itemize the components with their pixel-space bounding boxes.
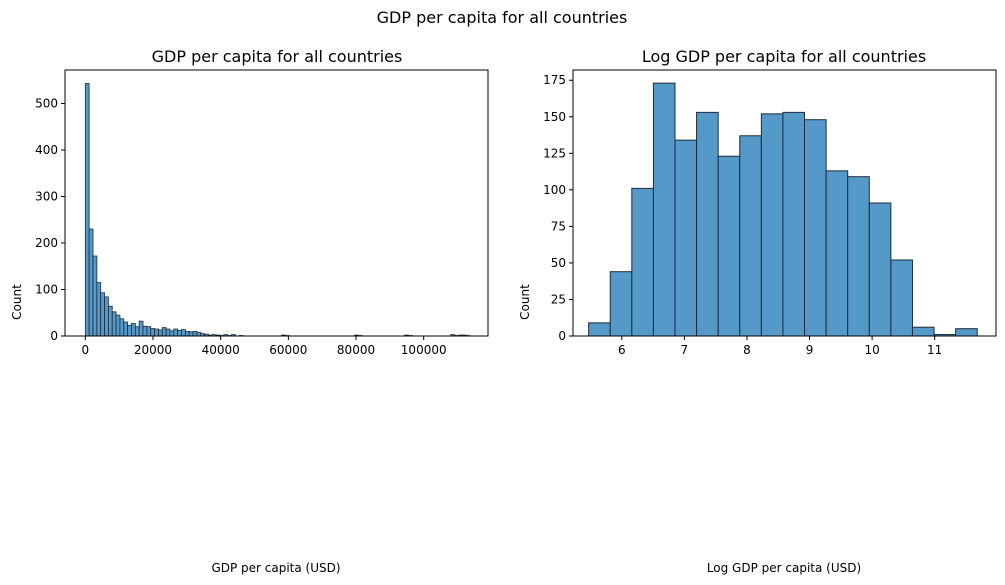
histogram-gdp-bar bbox=[96, 282, 102, 337]
histogram-gdp-bar bbox=[88, 228, 94, 337]
histogram-gdp-bar bbox=[181, 329, 186, 337]
histogram-log-gdp-bar bbox=[609, 271, 633, 337]
histogram-gdp-bar bbox=[177, 330, 182, 337]
histogram-gdp-bar bbox=[154, 328, 159, 337]
histogram-log-gdp-bars bbox=[588, 82, 978, 337]
histogram-log-gdp-y-tick-label: 25 bbox=[551, 292, 566, 306]
histogram-log-gdp-bar bbox=[631, 187, 654, 337]
histogram-gdp-bar bbox=[92, 255, 98, 337]
histogram-log-gdp-bar bbox=[847, 176, 870, 337]
histogram-gdp-bar bbox=[111, 311, 117, 337]
histogram-log-gdp-ylabel: Count bbox=[518, 284, 532, 320]
histogram-log-gdp-title: Log GDP per capita for all countries bbox=[642, 47, 926, 66]
histogram-log-gdp-y-ticks: 0 25 50 75 100 125 150 175 bbox=[543, 73, 573, 343]
histogram-gdp-bar bbox=[192, 330, 198, 337]
histogram-log-gdp-bar bbox=[955, 328, 978, 337]
histogram-gdp-bar bbox=[100, 292, 105, 337]
histogram-log-gdp-bar bbox=[652, 82, 676, 337]
histogram-log-gdp-y-tick-label: 75 bbox=[551, 219, 566, 233]
histogram-gdp-bar bbox=[169, 330, 175, 337]
histogram-gdp-ylabel: Count bbox=[10, 284, 24, 320]
histogram-gdp-x-tick-label: 20000 bbox=[134, 343, 172, 357]
histogram-gdp-bar bbox=[119, 318, 125, 337]
histogram-log-gdp-y-tick-label: 150 bbox=[543, 110, 566, 124]
histogram-gdp-y-tick-label: 500 bbox=[35, 96, 58, 110]
histogram-gdp-bar bbox=[150, 328, 155, 337]
histogram-gdp-x-tick-label: 80000 bbox=[337, 343, 375, 357]
histogram-gdp-x-tick-label: 60000 bbox=[269, 343, 307, 357]
histogram-log-gdp-bar bbox=[804, 119, 827, 337]
histogram-log-gdp-x-tick-label: 8 bbox=[743, 343, 751, 357]
histogram-gdp-panel: GDP per capita for all countries 0 20000 4… bbox=[10, 47, 489, 575]
histogram-log-gdp-y-tick-label: 175 bbox=[543, 73, 566, 87]
histogram-log-gdp-y-tick-label: 0 bbox=[558, 329, 566, 343]
histogram-gdp-bar bbox=[134, 326, 140, 337]
histogram-gdp-y-tick-label: 0 bbox=[50, 329, 58, 343]
histogram-log-gdp-bar bbox=[588, 322, 611, 337]
histogram-log-gdp-xlabel: Log GDP per capita (USD) bbox=[707, 561, 861, 575]
histogram-log-gdp-bar bbox=[825, 170, 849, 337]
histogram-log-gdp-x-tick-label: 9 bbox=[806, 343, 814, 357]
histogram-gdp-plot-frame bbox=[64, 69, 489, 337]
histogram-log-gdp-bar bbox=[760, 113, 784, 337]
histogram-gdp-x-tick-label: 100000 bbox=[401, 343, 447, 357]
histogram-gdp-xlabel: GDP per capita (USD) bbox=[211, 561, 340, 575]
histogram-gdp-x-tick-label: 40000 bbox=[202, 343, 240, 357]
histogram-log-gdp-bar bbox=[890, 259, 913, 337]
histogram-gdp-bar bbox=[142, 325, 148, 337]
histogram-gdp-bar bbox=[115, 314, 121, 337]
histogram-log-gdp-bar bbox=[674, 139, 698, 337]
histogram-gdp-bars bbox=[84, 83, 471, 337]
histogram-gdp-y-tick-label: 100 bbox=[35, 282, 58, 296]
histogram-log-gdp-bar bbox=[717, 155, 741, 337]
histogram-log-gdp-panel: Log GDP per capita for all countries 6 7 8… bbox=[518, 47, 997, 575]
histogram-gdp-y-tick-label: 200 bbox=[35, 236, 58, 250]
histogram-gdp-bar bbox=[123, 321, 129, 337]
histogram-gdp-bar bbox=[84, 83, 90, 337]
histogram-gdp-y-tick-label: 400 bbox=[35, 143, 58, 157]
histogram-gdp-y-tick-label: 300 bbox=[35, 189, 58, 203]
histogram-log-gdp-plot-frame bbox=[572, 69, 997, 337]
histogram-gdp-bar bbox=[131, 323, 136, 337]
histogram-log-gdp-bar bbox=[696, 111, 719, 337]
histogram-gdp-y-ticks: 0 100 200 300 400 500 bbox=[35, 96, 65, 343]
histogram-gdp-bar bbox=[196, 331, 202, 337]
histogram-log-gdp-x-tick-label: 7 bbox=[681, 343, 689, 357]
histogram-log-gdp-x-tick-label: 10 bbox=[864, 343, 879, 357]
histogram-gdp-bar bbox=[188, 331, 194, 337]
histogram-log-gdp-y-tick-label: 100 bbox=[543, 183, 566, 197]
histogram-log-gdp-bar bbox=[868, 202, 892, 337]
histogram-log-gdp-bar bbox=[911, 326, 935, 337]
histogram-gdp-bar bbox=[161, 327, 167, 337]
histogram-gdp-bar bbox=[158, 329, 163, 337]
histogram-gdp-x-ticks: 0 20000 40000 60000 80000 100000 bbox=[81, 336, 447, 357]
histogram-gdp-bar bbox=[107, 305, 113, 337]
histogram-log-gdp-bar bbox=[782, 111, 806, 337]
histogram-gdp-bar bbox=[184, 330, 190, 337]
figure-suptitle: GDP per capita for all countries bbox=[377, 8, 628, 27]
histogram-gdp-bar bbox=[104, 296, 109, 337]
histogram-log-gdp-x-ticks: 6 7 8 9 10 11 bbox=[618, 336, 942, 357]
histogram-gdp-bar bbox=[146, 326, 152, 337]
histogram-log-gdp-y-tick-label: 50 bbox=[551, 256, 566, 270]
histogram-log-gdp-x-tick-label: 6 bbox=[618, 343, 626, 357]
histogram-gdp-bar bbox=[165, 328, 171, 337]
histogram-log-gdp-x-tick-label: 11 bbox=[927, 343, 942, 357]
histogram-log-gdp-bar bbox=[739, 135, 762, 337]
histogram-gdp-bar bbox=[138, 320, 144, 337]
histogram-gdp-title: GDP per capita for all countries bbox=[152, 47, 403, 66]
histogram-gdp-x-tick-label: 0 bbox=[81, 343, 89, 357]
histogram-log-gdp-y-tick-label: 125 bbox=[543, 146, 566, 160]
histogram-gdp-bar bbox=[127, 324, 132, 337]
histogram-gdp-bar bbox=[173, 328, 179, 337]
